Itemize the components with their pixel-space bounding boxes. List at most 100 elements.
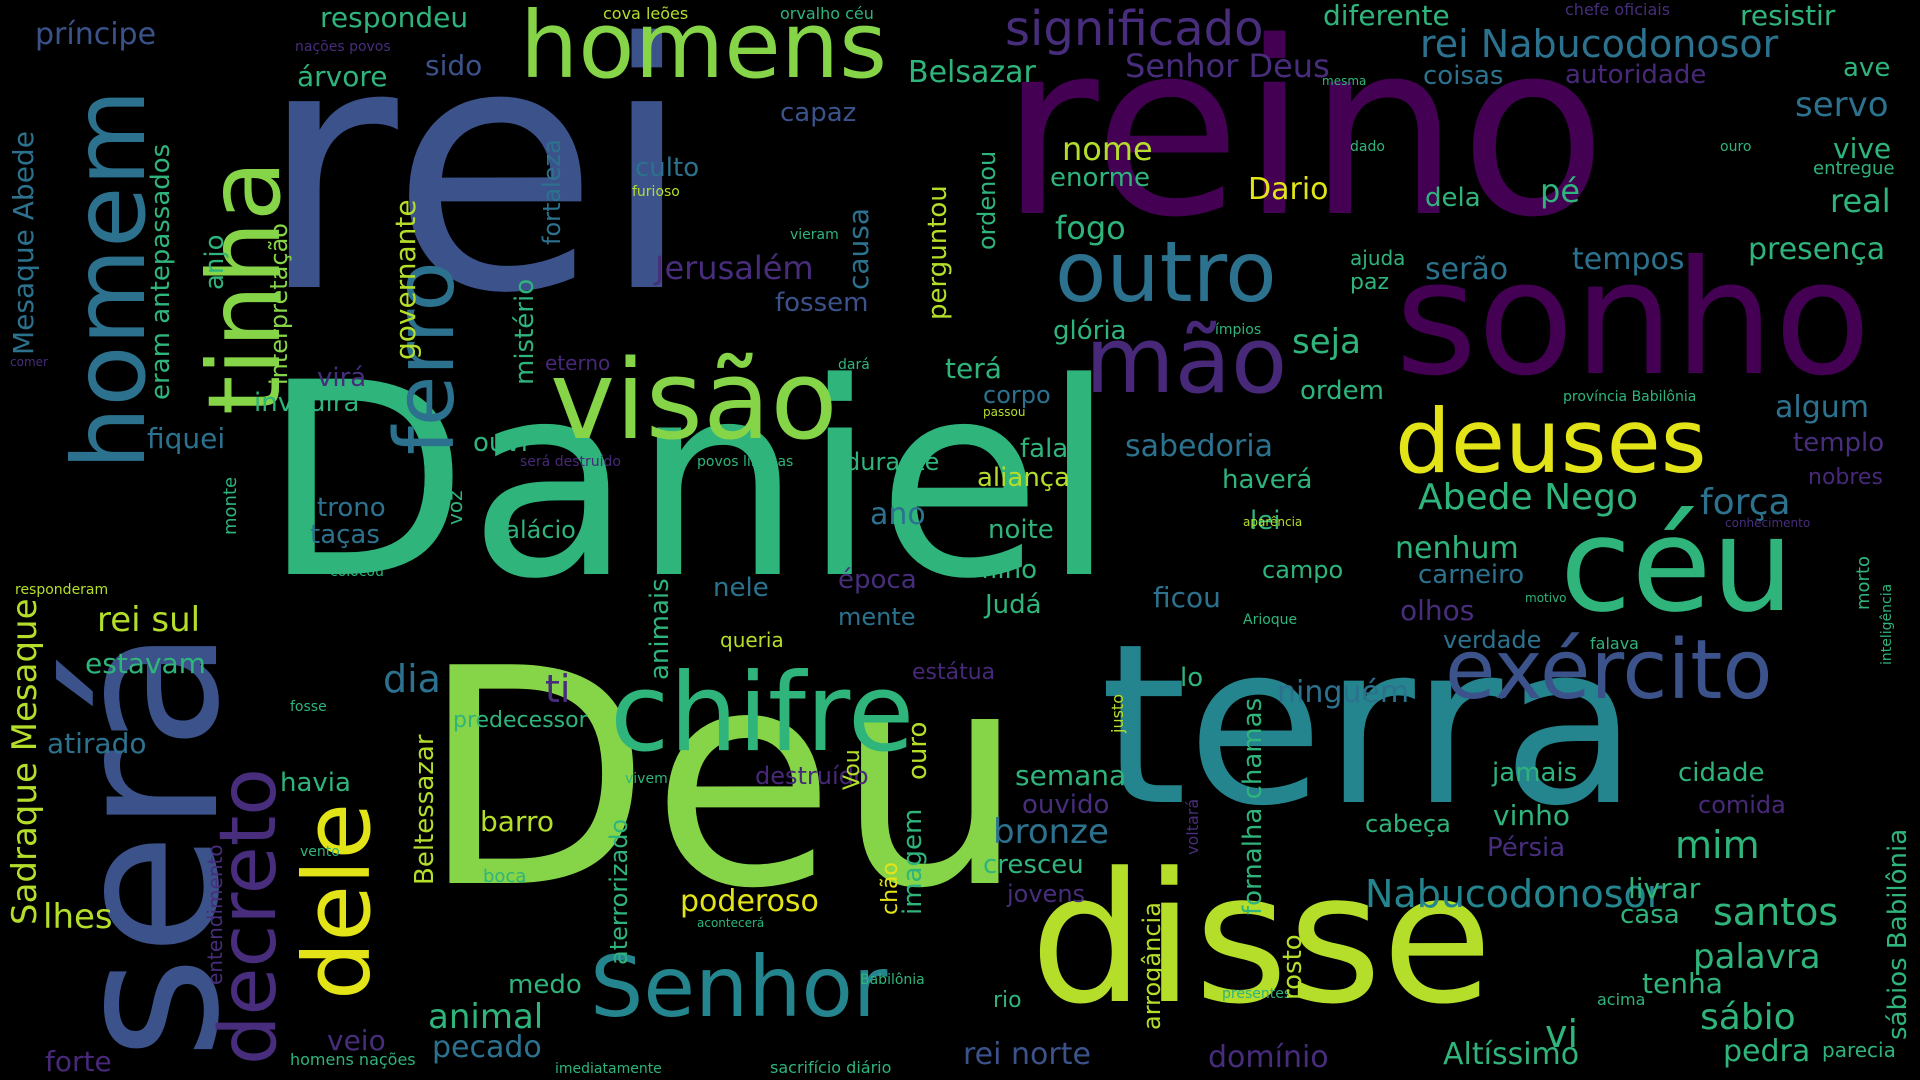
word-havia: havia (280, 768, 351, 798)
word-ouro-small: ouro (1720, 139, 1752, 155)
word-lei: lei (1250, 506, 1281, 536)
word-mim: mim (1675, 823, 1760, 867)
word-outro: outro (1055, 223, 1277, 321)
word-rosto: rosto (1278, 934, 1308, 1000)
word-rei-sul: rei sul (97, 600, 201, 640)
word-beltessazar: Beltessazar (410, 734, 440, 885)
word-semana: semana (1015, 759, 1127, 792)
word-sabedoria: sabedoria (1125, 429, 1273, 464)
word-diferente: diferente (1323, 0, 1450, 32)
word-respondeu: respondeu (320, 1, 469, 34)
word-nobres: nobres (1808, 465, 1883, 490)
word-vieram: vieram (790, 227, 839, 243)
word-medo: medo (508, 970, 582, 1000)
word-mesma: mesma (1322, 74, 1367, 88)
word-ouvido: ouvido (1022, 790, 1110, 820)
word-real: real (1830, 182, 1891, 220)
word-povos-linguas: povos línguas (697, 454, 794, 470)
word-corpo: corpo (983, 381, 1051, 409)
word-trono: trono (317, 493, 386, 523)
word-fogo: fogo (1055, 209, 1126, 247)
word-poderoso: poderoso (680, 884, 819, 919)
word-vivem: vivem (625, 771, 668, 787)
word-terra: terra (1100, 597, 1639, 855)
word-queria: queria (720, 628, 784, 652)
word-santos: santos (1713, 890, 1839, 934)
word-culto: culto (635, 153, 700, 183)
word-resistir: resistir (1740, 0, 1836, 32)
word-principe: príncipe (35, 17, 157, 52)
word-fornalha-chamas: fornalha chamas (1238, 697, 1268, 915)
word-lhes: lhes (43, 897, 113, 937)
word-tacas: taças (310, 520, 380, 550)
word-capaz: capaz (780, 98, 857, 128)
word-furioso: furioso (632, 184, 680, 200)
word-babilonia: Babilônia (860, 972, 925, 988)
word-vou: Vou (840, 749, 865, 790)
word-mao: mão (1085, 307, 1288, 414)
word-sonho: sonho (1395, 227, 1871, 411)
word-gloria: glória (1053, 316, 1127, 346)
word-barro: barro (480, 805, 554, 838)
word-ti: ti (545, 667, 571, 711)
word-ceu: céu (1560, 489, 1794, 641)
word-vi: vi (1545, 1012, 1579, 1056)
word-misterio: mistério (510, 278, 540, 385)
word-ninguem: ninguém (1277, 675, 1410, 710)
word-interpretacao: interpretação (265, 223, 293, 385)
word-atirado: atirado (47, 727, 147, 760)
word-comer: comer (10, 355, 48, 369)
word-arioque: Arioque (1243, 612, 1298, 628)
word-ordenou: ordenou (973, 150, 1001, 250)
word-ordem: ordem (1300, 376, 1384, 406)
word-havera: haverá (1222, 465, 1313, 495)
word-seja: seja (1292, 322, 1361, 362)
word-cidade: cidade (1678, 758, 1765, 788)
word-tenha: tenha (1642, 967, 1723, 1000)
word-sera-destruido: será destruído (520, 454, 621, 470)
word-olhos: olhos (1400, 594, 1475, 627)
word-ouro-vert: ouro (903, 721, 933, 780)
word-anjo: anjo (200, 234, 230, 290)
word-rei: rei (258, 0, 694, 368)
word-servo: servo (1795, 85, 1889, 125)
word-serao: serão (1425, 252, 1509, 287)
word-nome: nome (1062, 130, 1153, 168)
word-lo: lo (1180, 663, 1204, 693)
word-fortaleza: fortaleza (538, 139, 566, 245)
word-justo: justo (1108, 694, 1127, 733)
word-veio: veio (327, 1024, 386, 1057)
word-sabio: sábio (1700, 997, 1796, 1038)
word-dado: dado (1350, 139, 1385, 155)
word-falar: falar (1020, 434, 1079, 464)
word-noite: noite (988, 515, 1054, 545)
word-ficou: ficou (1153, 581, 1221, 614)
word-nabucodonosor: Nabucodonosor (1365, 872, 1663, 916)
word-vive: vive (1833, 132, 1892, 165)
word-sadraque-mesaque: Sadraque Mesaque (5, 598, 45, 925)
word-comida: comida (1698, 791, 1786, 819)
word-chao: chão (878, 862, 903, 915)
word-exercito: exército (1445, 623, 1773, 718)
word-animal: animal (428, 997, 544, 1037)
word-perguntou: perguntou (923, 185, 953, 320)
word-pedra: pedra (1723, 1034, 1811, 1069)
word-ano: ano (870, 497, 926, 532)
word-juda: Judá (985, 590, 1042, 620)
word-cresceu: cresceu (983, 850, 1084, 880)
word-sacrificio-diario: sacrifício diário (770, 1058, 892, 1077)
word-tera: terá (945, 352, 1002, 385)
word-ouvi: ouvi (473, 428, 528, 458)
word-responderam: responderam (15, 582, 109, 598)
word-jerusalem: Jerusalém (655, 249, 814, 287)
word-sido: sido (425, 49, 483, 82)
word-mente: mente (838, 603, 916, 631)
word-chifre: chifre (610, 651, 915, 776)
word-jovens: jovens (1007, 880, 1086, 908)
word-morto: morto (1853, 555, 1874, 610)
word-enorme: enorme (1050, 163, 1150, 193)
word-nenhum: nenhum (1395, 531, 1519, 566)
word-homens: homens (520, 0, 888, 99)
word-predecessor: predecessor (453, 708, 588, 733)
